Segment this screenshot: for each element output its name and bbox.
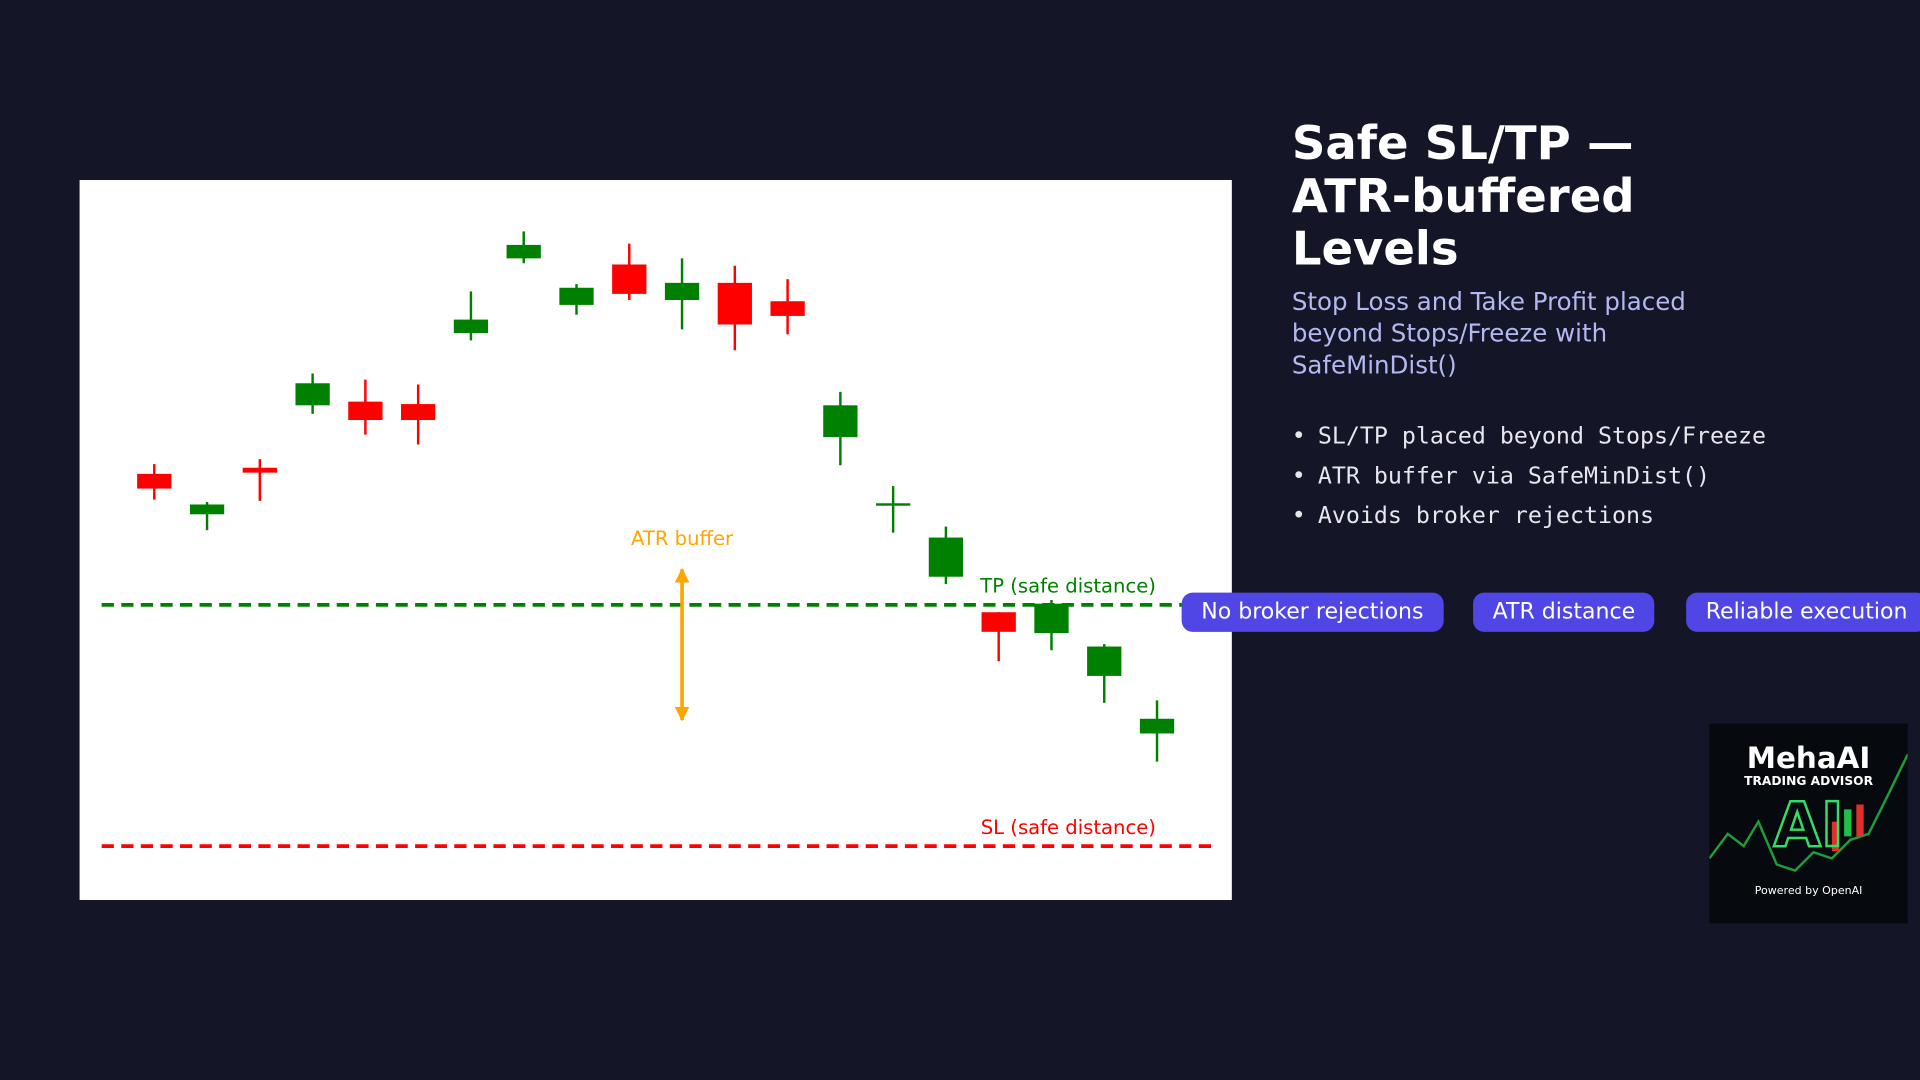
candle-body [770, 301, 805, 316]
level-label: TP (safe distance) [979, 575, 1156, 598]
candle-body [981, 612, 1016, 632]
bullet-list: SL/TP placed beyond Stops/Freeze ATR buf… [1292, 416, 1766, 535]
logo-tagline: TRADING ADVISOR [1744, 775, 1874, 789]
chip: No broker rejections [1181, 592, 1444, 632]
logo: MehaAI TRADING ADVISOR AI Powered by Ope… [1709, 723, 1908, 924]
logo-footer: Powered by OpenAI [1754, 885, 1863, 898]
candle-body [137, 473, 172, 489]
candle-body [717, 282, 752, 325]
candle-body [559, 287, 594, 305]
candle-body [453, 319, 489, 334]
logo-mark: AI [1772, 789, 1845, 862]
candle-body [506, 244, 541, 259]
candle-body [1139, 718, 1175, 734]
logo-name: MehaAI [1746, 740, 1871, 776]
candle-body [242, 467, 277, 473]
chip: ATR distance [1473, 592, 1655, 632]
candle-body [401, 404, 436, 420]
logo-art [1709, 753, 1908, 873]
candle-body [189, 504, 225, 515]
candle-body [876, 503, 911, 506]
level-label: SL (safe distance) [981, 816, 1156, 839]
chip: Reliable execution [1686, 592, 1920, 632]
bullet: Avoids broker rejections [1292, 496, 1766, 536]
candle-body [348, 401, 383, 420]
bullet: ATR buffer via SafeMinDist() [1292, 456, 1766, 496]
candle-body [1087, 646, 1122, 676]
candle-body [823, 405, 858, 438]
chart: TP (safe distance) SL (safe distance) ATR … [79, 180, 1232, 900]
candle-body [1034, 603, 1069, 634]
subtitle: Stop Loss and Take Profit placed beyond … [1291, 286, 1686, 380]
candle-body [295, 383, 330, 406]
candle-body [664, 282, 700, 300]
title: Safe SL/TP — ATR-buffered Levels [1291, 116, 1635, 276]
candle-body [612, 264, 647, 294]
bullet: SL/TP placed beyond Stops/Freeze [1292, 416, 1766, 456]
candle-body [928, 537, 964, 577]
annotation-label: ATR buffer [631, 527, 734, 550]
